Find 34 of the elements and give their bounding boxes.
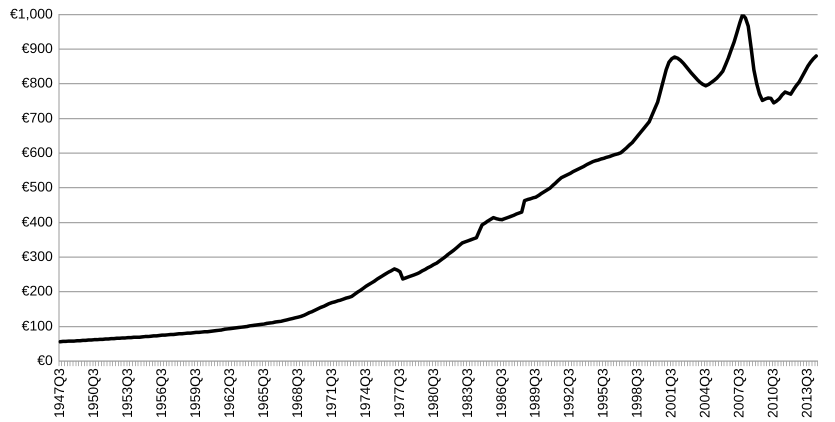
x-tick-label: 1989Q3: [526, 368, 543, 418]
y-tick-label: €600: [22, 144, 54, 160]
x-tick-label: 1968Q3: [288, 368, 305, 418]
x-tick-label: 1959Q3: [186, 368, 203, 418]
x-tick-label: 1977Q3: [390, 368, 407, 418]
x-tick-label: 1956Q3: [153, 368, 170, 418]
y-tick-label: €200: [22, 282, 54, 299]
y-tick-label: €700: [22, 109, 54, 126]
y-tick-label: €400: [22, 213, 54, 230]
x-tick-label: 1953Q3: [119, 368, 136, 418]
y-tick-label: €300: [22, 248, 54, 264]
x-tick-label: 2013Q3: [798, 368, 815, 418]
y-tick-label: €500: [22, 178, 54, 195]
x-tick-label: 1992Q3: [560, 368, 577, 418]
x-tick-label: 1974Q3: [356, 368, 373, 418]
x-tick-label: 1983Q3: [458, 368, 475, 418]
x-tick-label: 1995Q3: [594, 368, 611, 418]
x-tick-label: 2010Q3: [764, 368, 781, 418]
x-tick-label: 1980Q3: [424, 368, 441, 418]
x-tick-label: 1962Q3: [220, 368, 237, 418]
y-tick-label: €0: [37, 352, 54, 368]
y-tick-label: €100: [22, 317, 54, 334]
y-tick-label: €1,000: [10, 5, 54, 22]
x-tick-label: 1950Q3: [85, 368, 102, 418]
x-tick-label: 2001Q3: [662, 368, 679, 418]
x-tick-label: 1998Q3: [628, 368, 645, 418]
x-tick-label: 1947Q3: [51, 368, 68, 418]
x-tick-label: 1965Q3: [254, 368, 271, 418]
x-tick-label: 1986Q3: [492, 368, 509, 418]
y-tick-label: €800: [22, 74, 54, 91]
x-tick-label: 2004Q3: [696, 368, 713, 418]
x-tick-label: 2007Q3: [730, 368, 747, 418]
x-tick-label: 1971Q3: [322, 368, 339, 418]
y-tick-label: €900: [22, 40, 54, 56]
